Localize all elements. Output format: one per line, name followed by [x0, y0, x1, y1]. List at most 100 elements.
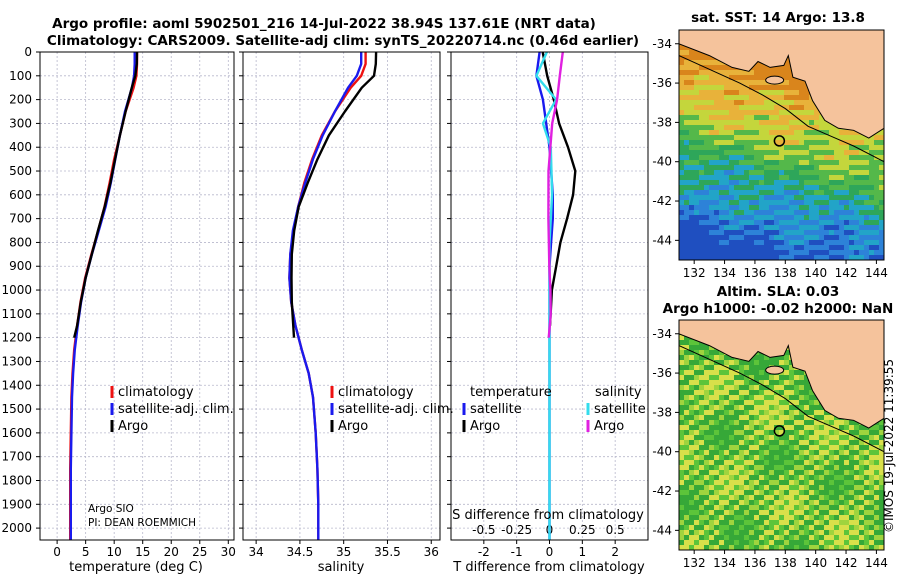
x-tick-label: 5 — [82, 545, 90, 559]
legend-s-satellite-label: satellite — [594, 402, 646, 417]
y-tick-label: 300 — [9, 116, 32, 130]
sla-map-title-line1: Altim. SLA: 0.03 — [717, 284, 839, 300]
x-tick-label: -2 — [478, 545, 490, 559]
series-line-salinity-argo — [547, 51, 564, 338]
x-tick-label: 30 — [221, 545, 236, 559]
t-difference-xlabel: T difference from climatology — [452, 560, 645, 575]
series-line-argo — [290, 51, 378, 338]
argo-center-label: Argo SIO — [88, 503, 134, 515]
series-line-argo — [73, 51, 139, 338]
pi-label: PI: DEAN ROEMMICH — [88, 517, 196, 529]
map-x-tick-label: 132 — [683, 266, 706, 280]
argo-location-marker — [773, 135, 786, 147]
legend-climatology-label: climatology — [338, 385, 414, 400]
y-tick-label: 1000 — [1, 283, 32, 297]
map-y-tick-label: -42 — [652, 484, 672, 498]
y-tick-label: 1400 — [1, 378, 32, 392]
x-tick-label: 35 — [336, 545, 351, 559]
x-tick-label: 15 — [135, 545, 150, 559]
sst-map: 132 134 136 138 140 142 144 -34 -36 -38 -40 -42 -44 — [652, 29, 888, 280]
y-tick-label: 100 — [9, 69, 32, 83]
legend-satellite-label: satellite-adj. clim. — [338, 402, 454, 417]
map-y-tick-label: -34 — [652, 37, 672, 51]
difference-legend: temperature salinity satellite Argo sate… — [462, 385, 646, 434]
land-mass — [679, 320, 884, 429]
map-x-tick-label: 136 — [743, 556, 766, 570]
map-x-tick-label: 136 — [743, 266, 766, 280]
land-mass — [679, 30, 884, 139]
map-x-tick-label: 134 — [713, 266, 736, 280]
temperature-legend: climatology satellite-adj. clim. Argo — [110, 385, 234, 434]
salinity-legend: climatology satellite-adj. clim. Argo — [330, 385, 454, 434]
y-tick-label: 700 — [9, 212, 32, 226]
map-x-tick-label: 144 — [865, 266, 888, 280]
x-tick-label: 35.5 — [374, 545, 401, 559]
legend-t-satellite-label: satellite — [470, 402, 522, 417]
x-tick-label: 0 — [53, 545, 61, 559]
map-x-tick-label: 138 — [774, 266, 797, 280]
argo-location-marker — [773, 425, 786, 437]
y-tick-label: 600 — [9, 188, 32, 202]
plot-area — [243, 52, 440, 540]
s-difference-label: S difference from climatology — [452, 508, 644, 523]
map-y-tick-label: -42 — [652, 194, 672, 208]
x-tick-label: 36 — [424, 545, 439, 559]
y-tick-label: 800 — [9, 235, 32, 249]
temperature-xlabel: temperature (deg C) — [69, 560, 203, 575]
plot-frame — [450, 51, 649, 541]
map-y-tick-label: -34 — [652, 327, 672, 341]
x-tick-label: -1 — [511, 545, 523, 559]
x-tick-label: 10 — [107, 545, 122, 559]
legend-satellite-label: satellite-adj. clim. — [118, 402, 234, 417]
legend-temperature-header: temperature — [470, 385, 552, 400]
y-tick-label: 1100 — [1, 307, 32, 321]
map-y-tick-label: -38 — [652, 115, 672, 129]
sla-map: 132 134 136 138 140 142 144 -34 -36 -38 -40 -42 -44 — [652, 319, 888, 570]
map-x-tick-label: 132 — [683, 556, 706, 570]
y-tick-label: 500 — [9, 164, 32, 178]
map-x-tick-label: 144 — [865, 556, 888, 570]
map-x-tick-label: 140 — [804, 266, 827, 280]
map-x-tick-label: 142 — [835, 556, 858, 570]
shelf-contour — [679, 345, 884, 453]
s-tick-label: -0.5 — [472, 523, 495, 537]
island — [765, 75, 785, 85]
legend-t-argo-label: Argo — [470, 419, 500, 434]
plot-area — [40, 52, 234, 540]
map-x-tick-label: 140 — [804, 556, 827, 570]
sst-map-title: sat. SST: 14 Argo: 13.8 — [691, 10, 865, 26]
map-frame — [678, 29, 885, 261]
legend-argo-label: Argo — [118, 419, 148, 434]
series-line-satellite-adj-clim- — [288, 52, 363, 540]
plot-frame — [39, 51, 235, 541]
y-tick-label: 900 — [9, 259, 32, 273]
shelf-contour — [679, 55, 884, 163]
sla-map-title-line2: Argo h1000: -0.02 h2000: NaN — [663, 301, 894, 317]
map-x-tick-label: 142 — [835, 266, 858, 280]
map-y-tick-label: -38 — [652, 405, 672, 419]
y-tick-label: 1600 — [1, 426, 32, 440]
y-tick-label: 1200 — [1, 331, 32, 345]
x-tick-label: 2 — [611, 545, 619, 559]
y-tick-label: 2000 — [1, 521, 32, 535]
y-tick-label: 1700 — [1, 450, 32, 464]
figure-title-line2: Climatology: CARS2009. Satellite-adj cli… — [47, 33, 639, 49]
s-tick-label: 0.25 — [569, 523, 596, 537]
map-y-tick-label: -36 — [652, 76, 672, 90]
y-tick-label: 400 — [9, 140, 32, 154]
map-x-tick-label: 134 — [713, 556, 736, 570]
legend-salinity-header: salinity — [595, 385, 642, 400]
salinity-xlabel: salinity — [318, 560, 365, 575]
map-x-tick-label: 138 — [774, 556, 797, 570]
y-tick-label: 1900 — [1, 497, 32, 511]
s-tick-label: -0.25 — [501, 523, 532, 537]
x-tick-label: 34 — [248, 545, 263, 559]
map-field — [679, 320, 884, 550]
temperature-panel: 0 5 10 15 20 25 300100200300400500600700800900… — [1, 45, 235, 559]
legend-climatology-label: climatology — [118, 385, 194, 400]
map-frame — [678, 319, 885, 551]
y-tick-label: 1500 — [1, 402, 32, 416]
x-tick-label: 34.5 — [287, 545, 314, 559]
map-y-tick-label: -44 — [652, 523, 672, 537]
